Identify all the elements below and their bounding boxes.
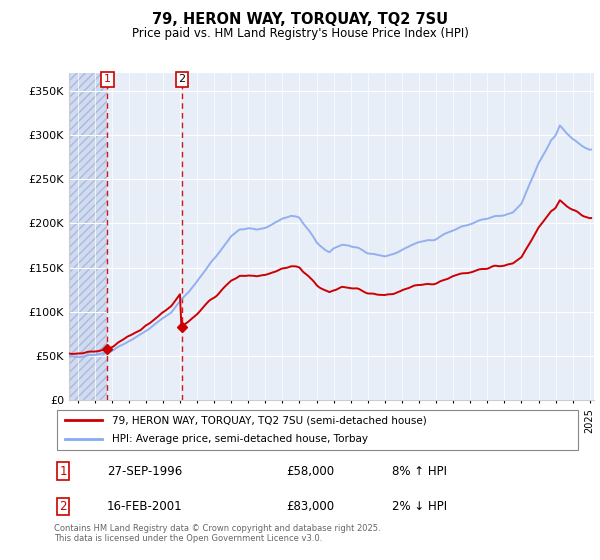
Text: Contains HM Land Registry data © Crown copyright and database right 2025.
This d: Contains HM Land Registry data © Crown c… xyxy=(54,524,380,543)
Bar xyxy=(69,73,107,400)
Text: £58,000: £58,000 xyxy=(286,465,334,478)
Text: 79, HERON WAY, TORQUAY, TQ2 7SU (semi-detached house): 79, HERON WAY, TORQUAY, TQ2 7SU (semi-de… xyxy=(112,415,427,425)
Text: 2: 2 xyxy=(59,500,67,513)
Bar xyxy=(69,73,107,400)
Text: 16-FEB-2001: 16-FEB-2001 xyxy=(107,500,182,513)
Text: 8% ↑ HPI: 8% ↑ HPI xyxy=(392,465,447,478)
Text: HPI: Average price, semi-detached house, Torbay: HPI: Average price, semi-detached house,… xyxy=(112,435,368,445)
Text: 2: 2 xyxy=(179,74,185,85)
Text: 1: 1 xyxy=(104,74,111,85)
Text: 27-SEP-1996: 27-SEP-1996 xyxy=(107,465,182,478)
Text: 1: 1 xyxy=(59,465,67,478)
FancyBboxPatch shape xyxy=(56,410,578,450)
Text: £83,000: £83,000 xyxy=(286,500,334,513)
Text: 2% ↓ HPI: 2% ↓ HPI xyxy=(392,500,447,513)
Bar xyxy=(107,73,182,400)
Text: Price paid vs. HM Land Registry's House Price Index (HPI): Price paid vs. HM Land Registry's House … xyxy=(131,27,469,40)
Text: 79, HERON WAY, TORQUAY, TQ2 7SU: 79, HERON WAY, TORQUAY, TQ2 7SU xyxy=(152,12,448,27)
